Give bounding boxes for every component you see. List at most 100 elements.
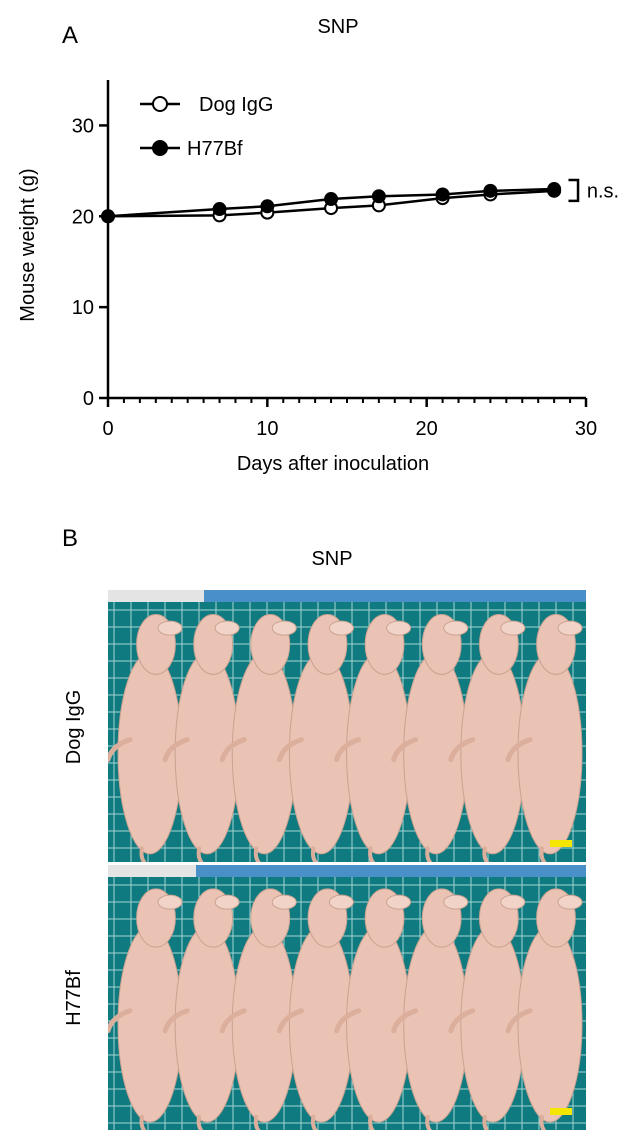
- scale-bar: [550, 1108, 572, 1115]
- x-axis-label: Days after inoculation: [237, 453, 429, 475]
- mouse-tail: [196, 846, 204, 862]
- mouse-tail: [425, 1114, 432, 1130]
- mouse-tail: [139, 1114, 147, 1130]
- x-tick-label: 20: [416, 418, 438, 440]
- mouse-body: [403, 925, 469, 1123]
- legend-marker: [152, 96, 168, 112]
- mouse-body: [346, 652, 412, 855]
- ruler: [204, 590, 586, 602]
- mouse-tail: [196, 1114, 204, 1130]
- mouse-body: [517, 925, 583, 1123]
- weight-line-chart: 0 10 20 30 0 10 20 30 Days after inoculation Mous…: [17, 80, 619, 475]
- mouse-ear: [557, 894, 583, 910]
- ruler: [196, 865, 586, 877]
- mouse-body: [460, 925, 526, 1123]
- data-point-h77bf: [212, 202, 227, 217]
- mouse-body: [403, 652, 469, 855]
- x-tick-label: 30: [575, 418, 597, 440]
- mice: [108, 888, 583, 1130]
- data-point-h77bf: [371, 189, 386, 204]
- panel-a-letter: A: [62, 22, 79, 49]
- y-axis-label: Mouse weight (g): [17, 168, 39, 321]
- mouse-paw: [219, 737, 247, 763]
- data-point-h77bf: [324, 192, 339, 207]
- ruler-blank: [108, 590, 204, 602]
- mouse: [391, 613, 469, 862]
- x-tick-label: 10: [256, 418, 278, 440]
- photo-title: SNP: [311, 548, 353, 570]
- mouse-ear: [328, 620, 354, 636]
- mouse-body: [117, 925, 183, 1123]
- mouse: [162, 888, 240, 1130]
- x-tick-label: 0: [102, 418, 113, 440]
- mouse: [162, 613, 240, 862]
- mouse-tail: [139, 846, 147, 862]
- mouse-ear: [386, 620, 412, 636]
- mouse-body: [460, 652, 526, 855]
- significance-annotation: n.s.: [568, 178, 619, 203]
- mouse-paw: [108, 1008, 133, 1034]
- mouse-body: [174, 925, 240, 1123]
- mouse-tail: [425, 846, 433, 862]
- mouse-paw: [219, 1008, 247, 1034]
- mouse-ear: [386, 894, 412, 910]
- mouse: [448, 613, 526, 862]
- mouse-tail: [539, 1114, 547, 1130]
- data-point-h77bf: [101, 209, 115, 224]
- mouse-body: [517, 652, 583, 855]
- mouse-ear: [443, 620, 469, 636]
- mouse: [334, 613, 412, 862]
- mouse-ear: [214, 620, 240, 636]
- y-tick-label: 10: [72, 297, 94, 319]
- mouse-tail: [253, 846, 261, 862]
- mouse-paw: [334, 737, 362, 763]
- chart-axes: 0 10 20 30 0 10 20 30 Days after inoculation Mous…: [17, 80, 597, 475]
- mouse-ear: [328, 894, 354, 910]
- mouse-ear: [443, 894, 469, 910]
- mouse-paw: [448, 737, 476, 763]
- ns-bracket: [568, 178, 580, 203]
- mouse-body: [174, 652, 240, 855]
- y-tick-label: 30: [72, 115, 94, 137]
- mouse-ear: [271, 894, 297, 910]
- ruler-blank: [108, 865, 196, 877]
- data-point-h77bf: [547, 182, 562, 197]
- mouse-ear: [157, 620, 183, 636]
- legend-marker: [152, 140, 168, 156]
- panel-b-letter: B: [62, 525, 79, 552]
- mouse-body: [117, 652, 183, 855]
- mouse-body: [231, 925, 297, 1123]
- photo-h77bf: [108, 865, 586, 1130]
- mouse: [334, 888, 412, 1130]
- mouse-tail: [368, 846, 376, 862]
- mouse-ear: [214, 894, 240, 910]
- legend-label: Dog IgG: [199, 94, 273, 116]
- scale-bar: [550, 840, 572, 847]
- data-point-h77bf: [260, 199, 275, 214]
- mouse-tail: [310, 846, 318, 862]
- mouse-paw: [276, 737, 304, 763]
- row-label-h77bf: H77Bf: [63, 970, 85, 1026]
- mouse-ear: [500, 620, 526, 636]
- mouse: [219, 888, 297, 1130]
- mouse-tail: [539, 846, 547, 862]
- chart-title: SNP: [317, 16, 359, 38]
- mouse-ear: [271, 620, 297, 636]
- mouse-tail: [482, 1114, 490, 1130]
- ns-label: n.s.: [587, 180, 619, 202]
- mouse-tail: [482, 846, 490, 862]
- mouse-body: [288, 652, 354, 855]
- mice: [108, 613, 583, 862]
- y-tick-label: 0: [83, 388, 94, 410]
- mouse-ear: [500, 894, 526, 910]
- mouse-paw: [276, 1008, 304, 1034]
- mouse-body: [346, 925, 412, 1123]
- series-line-dog-igg: [107, 189, 555, 218]
- mouse-tail: [253, 1114, 261, 1130]
- data-point-h77bf: [483, 183, 498, 198]
- mouse-tail: [310, 1114, 318, 1130]
- y-tick-label: 20: [72, 206, 94, 228]
- mouse: [391, 888, 469, 1130]
- series-line-h77bf: [107, 187, 555, 218]
- mouse: [505, 613, 583, 862]
